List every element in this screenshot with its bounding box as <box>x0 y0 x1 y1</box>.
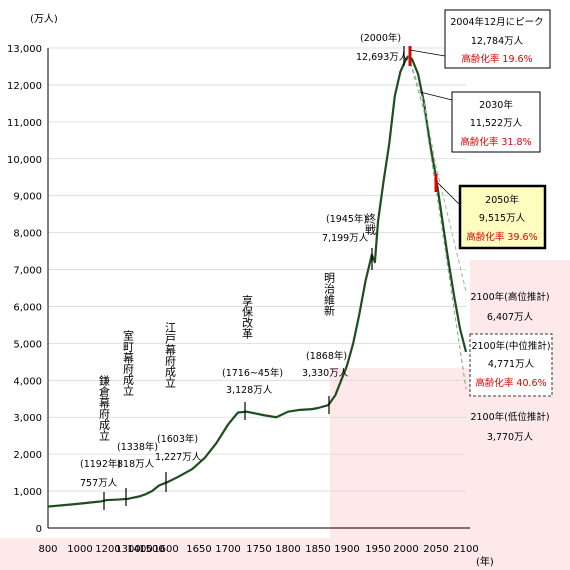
right-band <box>470 260 570 540</box>
y-tick-4000: 4,000 <box>13 376 42 387</box>
y-tick-10000: 10,000 <box>7 155 42 166</box>
y2000-value: 12,693万人 <box>356 52 409 63</box>
muromachi-value: 818万人 <box>117 459 155 470</box>
x-tick-2050: 2050 <box>423 544 448 555</box>
high-line1: 2100年(高位推計) <box>470 291 549 303</box>
mid-line1: 2100年(中位推計) <box>471 340 550 352</box>
x-tick-1600: 1600 <box>153 544 178 555</box>
meiji-label: 明治維新 <box>323 272 336 316</box>
mid-line2: 4,771万人 <box>488 359 535 370</box>
y2030-line3: 高齢化率 31.8% <box>460 136 531 148</box>
kamakura-label: 鎌倉幕府成立 <box>98 374 111 441</box>
x-tick-1000: 1000 <box>67 544 92 555</box>
x-tick-1700: 1700 <box>215 544 240 555</box>
war-label: 終戦 <box>364 212 377 236</box>
y2050-line1: 2050年 <box>485 194 519 206</box>
x-tick-1300: 1300 <box>115 544 140 555</box>
x-tick-1800: 1800 <box>275 544 300 555</box>
edo-value: 1,227万人 <box>155 452 202 463</box>
y-tick-1000: 1,000 <box>13 487 42 498</box>
kyoho-label: 享保改革 <box>241 294 254 339</box>
muromachi-annotation: 室町幕府成立 (1338年) 818万人 <box>117 329 158 470</box>
x-tick-1850: 1850 <box>305 544 330 555</box>
high-projection-label: 2100年(高位推計) 6,407万人 <box>470 291 549 323</box>
low-line1: 2100年(低位推計) <box>470 411 549 423</box>
kamakura-year: (1192年) <box>80 458 121 470</box>
x-tick-1750: 1750 <box>246 544 271 555</box>
edo-label: 江戸幕府成立 <box>164 322 177 388</box>
war-value: 7,199万人 <box>322 233 369 244</box>
x-tick-2100: 2100 <box>453 544 478 555</box>
muromachi-year: (1338年) <box>117 441 158 453</box>
y-tick-13000: 13,000 <box>7 44 42 55</box>
muromachi-label: 室町幕府成立 <box>122 329 135 396</box>
y-tick-labels: 0 1,000 2,000 3,000 4,000 5,000 6,000 7,000 8,00… <box>7 44 42 535</box>
war-year: (1945年) <box>326 213 367 225</box>
y-tick-12000: 12,000 <box>7 81 42 92</box>
peak-line3: 高齢化率 19.6% <box>461 53 532 65</box>
meiji-annotation: 明治維新 (1868年) 3,330万人 <box>302 272 349 379</box>
mid-line3: 高齢化率 40.6% <box>475 377 546 389</box>
meiji-year: (1868年) <box>306 350 347 362</box>
x-tick-1400: 1400 <box>127 544 152 555</box>
y-tick-7000: 7,000 <box>13 266 42 277</box>
modern-band <box>330 368 470 538</box>
y-tick-0: 0 <box>36 524 42 535</box>
kyoho-year: (1716~45年) <box>222 367 283 379</box>
y-tick-5000: 5,000 <box>13 339 42 350</box>
series-main-line <box>47 55 410 508</box>
y-tick-11000: 11,000 <box>7 118 42 129</box>
mid-projection-callout: 2100年(中位推計) 4,771万人 高齢化率 40.6% <box>469 333 553 397</box>
edo-annotation: 江戸幕府成立 (1603年) 1,227万人 <box>155 322 202 463</box>
low-line2: 3,770万人 <box>487 432 534 443</box>
y2030-line1: 2030年 <box>479 99 513 111</box>
x-unit-label: (年) <box>476 555 494 568</box>
series-low-projection-line <box>407 55 467 389</box>
x-tick-2000: 2000 <box>393 544 418 555</box>
y2050-line3: 高齢化率 39.6% <box>466 231 537 243</box>
y2050-callout: 2050年 9,515万人 高齢化率 39.6% <box>437 182 547 250</box>
y-tick-3000: 3,000 <box>13 413 42 424</box>
y-unit-label: (万人) <box>30 13 58 25</box>
meiji-value: 3,330万人 <box>302 368 349 379</box>
low-projection-label: 2100年(低位推計) 3,770万人 <box>470 411 549 443</box>
kamakura-value: 757万人 <box>80 478 118 489</box>
kamakura-annotation: 鎌倉幕府成立 (1192年) 757万人 <box>80 374 121 489</box>
series-high-projection-line <box>407 55 467 292</box>
peak-callout: 2004年12月にピーク 12,784万人 高齢化率 19.6% <box>409 9 551 69</box>
x-tick-800: 800 <box>38 544 57 555</box>
y2050-line2: 9,515万人 <box>479 213 526 224</box>
x-tick-1950: 1950 <box>365 544 390 555</box>
peak-line2: 12,784万人 <box>471 36 524 47</box>
x-tick-1650: 1650 <box>186 544 211 555</box>
high-line2: 6,407万人 <box>487 312 534 323</box>
kyoho-annotation: 享保改革 (1716~45年) 3,128万人 <box>222 294 283 396</box>
y-tick-6000: 6,000 <box>13 302 42 313</box>
kyoho-value: 3,128万人 <box>226 385 273 396</box>
bottom-band <box>0 538 570 570</box>
x-tick-1500: 1500 <box>139 544 164 555</box>
y2000-annotation: (2000年) 12,693万人 <box>356 32 409 63</box>
y2030-callout: 2030年 11,522万人 高齢化率 31.8% <box>419 91 541 153</box>
war-annotation: 終戦 (1945年) 7,199万人 <box>322 212 377 244</box>
edo-year: (1603年) <box>157 433 198 445</box>
y-tick-8000: 8,000 <box>13 229 42 240</box>
y2030-line2: 11,522万人 <box>470 118 523 129</box>
y-tick-9000: 9,000 <box>13 192 42 203</box>
x-tick-1900: 1900 <box>334 544 359 555</box>
x-tick-1200: 1200 <box>95 544 120 555</box>
peak-line1: 2004年12月にピーク <box>450 16 543 28</box>
grid <box>48 47 466 492</box>
y2000-year: (2000年) <box>360 32 401 44</box>
y-tick-2000: 2,000 <box>13 450 42 461</box>
